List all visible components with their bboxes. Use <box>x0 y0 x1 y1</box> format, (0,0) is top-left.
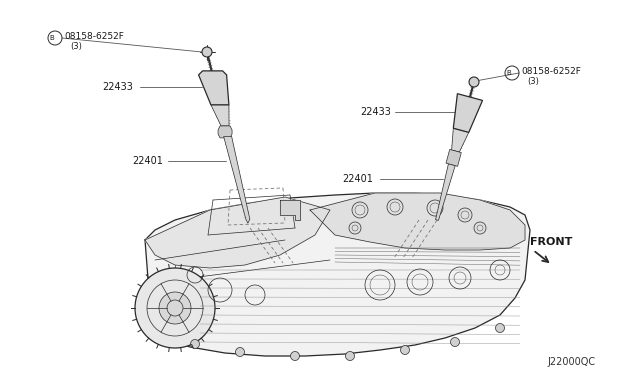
Polygon shape <box>452 128 468 152</box>
Circle shape <box>495 324 504 333</box>
Circle shape <box>159 292 191 324</box>
Text: 22401: 22401 <box>132 156 163 166</box>
Text: 22433: 22433 <box>360 108 391 117</box>
Text: 22433: 22433 <box>102 82 133 92</box>
Polygon shape <box>453 94 483 132</box>
Circle shape <box>191 340 200 349</box>
Text: 08158-6252F: 08158-6252F <box>64 32 124 41</box>
Circle shape <box>346 352 355 360</box>
Circle shape <box>401 346 410 355</box>
Circle shape <box>135 268 215 348</box>
Text: 22401: 22401 <box>342 174 373 184</box>
Text: B: B <box>507 70 511 76</box>
Text: (3): (3) <box>527 77 539 86</box>
Circle shape <box>236 347 244 356</box>
Polygon shape <box>223 137 250 223</box>
Polygon shape <box>198 71 229 105</box>
Polygon shape <box>218 126 232 138</box>
Text: 08158-6252F: 08158-6252F <box>521 67 581 76</box>
Text: J22000QC: J22000QC <box>548 357 596 367</box>
Text: (3): (3) <box>70 42 82 51</box>
Circle shape <box>451 337 460 346</box>
Polygon shape <box>211 105 229 126</box>
Polygon shape <box>145 193 530 356</box>
Circle shape <box>469 77 479 87</box>
Circle shape <box>291 352 300 360</box>
Polygon shape <box>446 150 461 166</box>
Polygon shape <box>436 164 455 220</box>
Circle shape <box>202 47 212 57</box>
Text: B: B <box>50 35 54 41</box>
Text: FRONT: FRONT <box>530 237 572 247</box>
Polygon shape <box>145 197 330 268</box>
Polygon shape <box>310 193 525 250</box>
Polygon shape <box>280 200 300 220</box>
